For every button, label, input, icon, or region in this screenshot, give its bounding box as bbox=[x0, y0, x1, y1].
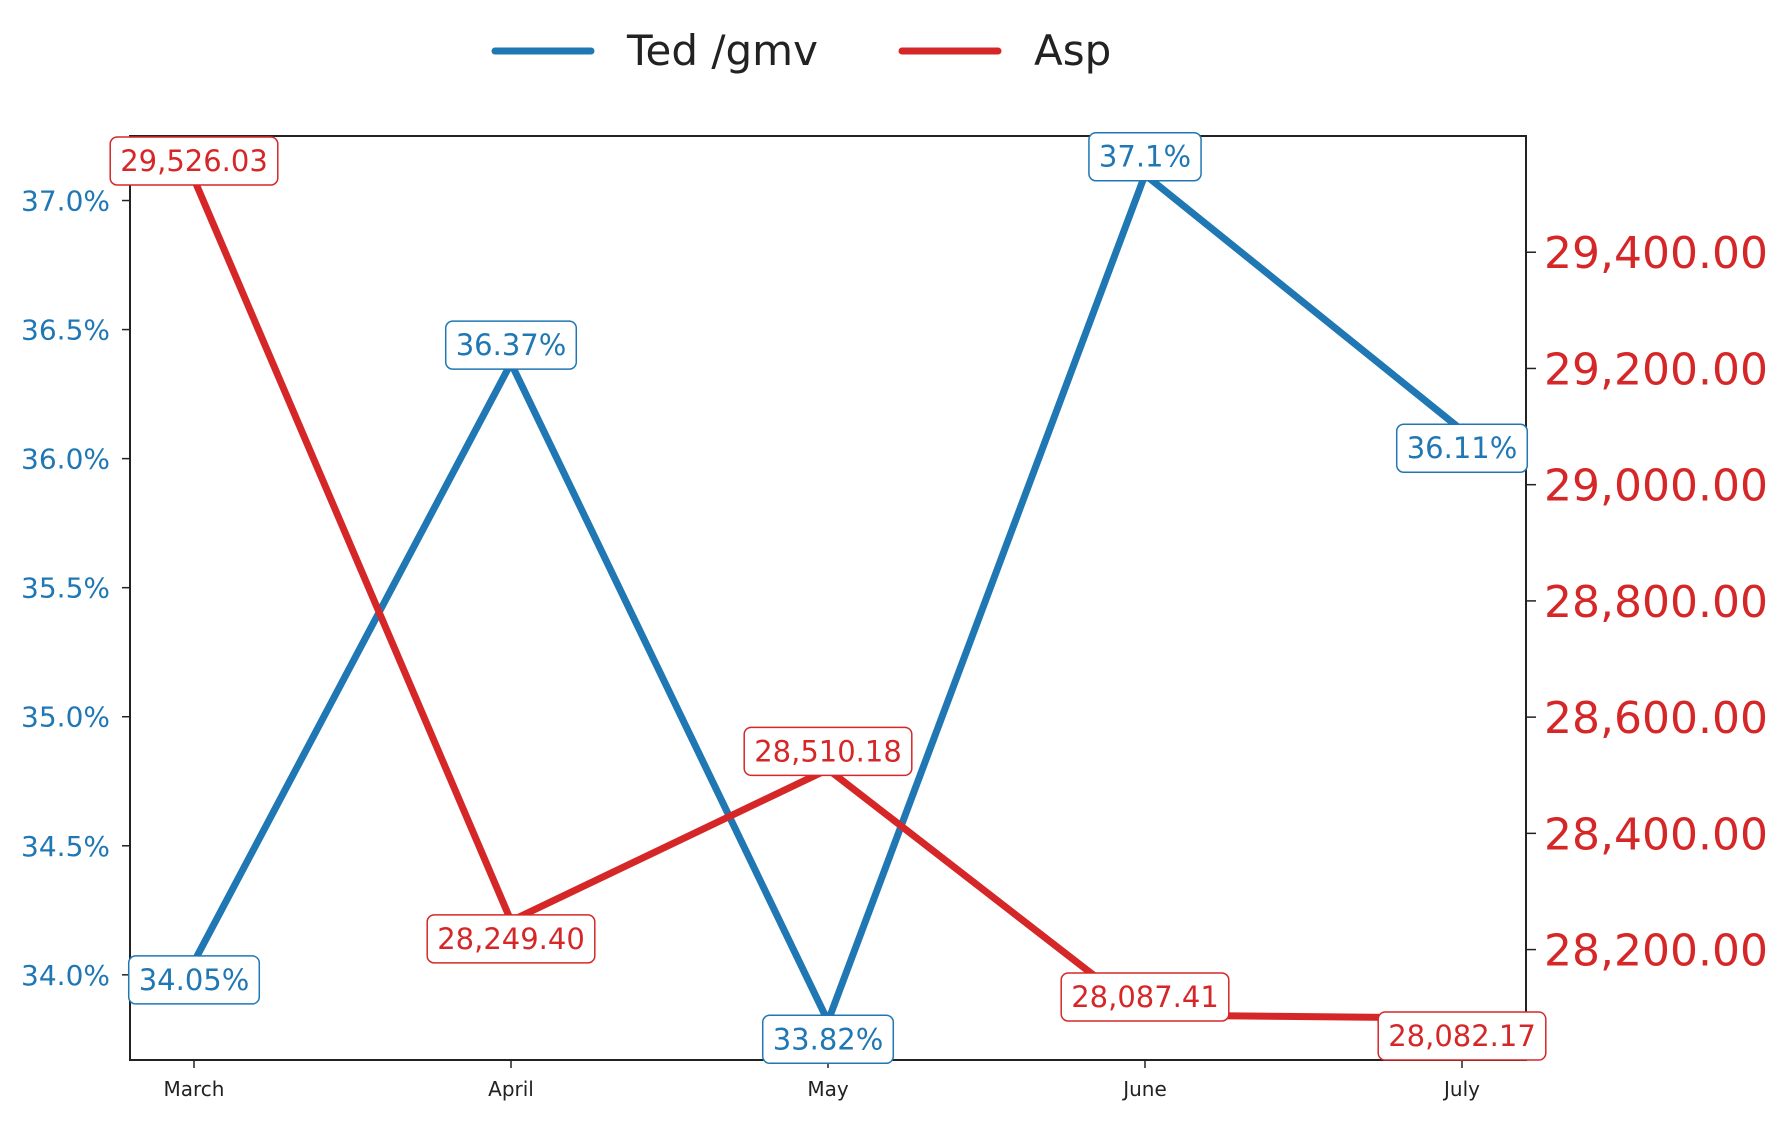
data-label-asp-july-box bbox=[1377, 1011, 1547, 1061]
right-tick-label-6: 29,400.00 bbox=[1544, 228, 1768, 279]
right-tick-label-1: 28,400.00 bbox=[1544, 809, 1768, 860]
data-label-ted-gmv-april-text: 36.37% bbox=[456, 328, 567, 362]
legend-label-ted-gmv: Ted /gmv bbox=[626, 26, 818, 75]
data-label-asp-june-box bbox=[1060, 972, 1230, 1022]
data-label-ted-gmv-march-box bbox=[127, 955, 261, 1005]
data-label-ted-gmv-april-box bbox=[444, 320, 578, 370]
right-y-axis: 28,200.00 28,400.00 28,600.00 28,800.00 29,0… bbox=[1526, 228, 1768, 977]
data-label-asp-march: 29,526.03 bbox=[109, 136, 279, 186]
right-tick-label-4: 29,000.00 bbox=[1544, 461, 1768, 512]
series-lines bbox=[190, 168, 1465, 1031]
x-tick-label-july: July bbox=[1442, 1077, 1480, 1101]
data-label-asp-may: 28,510.18 bbox=[743, 726, 913, 777]
data-label-asp-april: 28,249.40 bbox=[426, 914, 596, 964]
x-axis: March April May June July bbox=[164, 1060, 1480, 1101]
left-tick-label-3: 35.5% bbox=[21, 572, 110, 605]
data-label-asp-march-text: 29,526.03 bbox=[120, 144, 268, 178]
data-label-ted-gmv-july-text: 36.11% bbox=[1407, 431, 1518, 465]
data-label-ted-gmv-june: 37.1% bbox=[1088, 131, 1202, 182]
data-label-ted-gmv-may-box bbox=[761, 1014, 895, 1065]
data-label-asp-april-text: 28,249.40 bbox=[437, 922, 585, 956]
data-label-asp-march-box bbox=[109, 136, 279, 186]
left-y-axis: 34.0% 34.5% 35.0% 35.5% 36.0% 36.5% 37.0% bbox=[21, 185, 130, 992]
data-label-ted-gmv-june-text: 37.1% bbox=[1099, 140, 1191, 174]
data-label-asp-july: 28,082.17 bbox=[1377, 1011, 1547, 1061]
left-tick-label-4: 36.0% bbox=[21, 443, 110, 476]
left-tick-label-5: 36.5% bbox=[21, 314, 110, 347]
data-label-asp-june: 28,087.41 bbox=[1060, 972, 1230, 1022]
legend: Ted /gmv Asp bbox=[491, 26, 1111, 75]
data-labels: 34.05% 36.37% 33.82% 37.1% 36.11% 29,526.03 28… bbox=[109, 131, 1547, 1065]
x-tick-label-june: June bbox=[1121, 1077, 1167, 1101]
x-tick-label-may: May bbox=[807, 1077, 849, 1101]
data-label-asp-april-box bbox=[426, 914, 596, 964]
right-tick-label-5: 29,200.00 bbox=[1544, 344, 1768, 395]
data-label-ted-gmv-april: 36.37% bbox=[444, 320, 578, 370]
right-tick-label-2: 28,600.00 bbox=[1544, 693, 1768, 744]
data-label-ted-gmv-may-text: 33.82% bbox=[773, 1022, 884, 1056]
data-label-ted-gmv-july-box bbox=[1395, 423, 1529, 473]
data-label-asp-may-text: 28,510.18 bbox=[754, 734, 902, 768]
legend-label-asp: Asp bbox=[1034, 26, 1111, 75]
left-tick-label-2: 35.0% bbox=[21, 701, 110, 734]
data-label-asp-july-text: 28,082.17 bbox=[1388, 1019, 1536, 1053]
data-label-ted-gmv-march: 34.05% bbox=[127, 955, 261, 1005]
series-line-ted-gmv bbox=[190, 168, 1465, 1031]
left-tick-label-6: 37.0% bbox=[21, 185, 110, 218]
x-tick-label-april: April bbox=[488, 1077, 534, 1101]
plot-area bbox=[129, 135, 1527, 1061]
right-tick-label-3: 28,800.00 bbox=[1544, 577, 1768, 628]
right-tick-label-0: 28,200.00 bbox=[1544, 926, 1768, 977]
x-tick-label-march: March bbox=[164, 1077, 225, 1101]
data-label-asp-june-text: 28,087.41 bbox=[1071, 980, 1219, 1014]
data-label-ted-gmv-july: 36.11% bbox=[1395, 423, 1529, 473]
left-tick-label-0: 34.0% bbox=[21, 959, 110, 992]
data-label-ted-gmv-june-box bbox=[1088, 131, 1202, 182]
data-label-ted-gmv-march-text: 34.05% bbox=[139, 963, 250, 997]
data-label-ted-gmv-may: 33.82% bbox=[761, 1014, 895, 1065]
data-label-asp-may-box bbox=[743, 726, 913, 777]
left-tick-label-1: 34.5% bbox=[21, 830, 110, 863]
